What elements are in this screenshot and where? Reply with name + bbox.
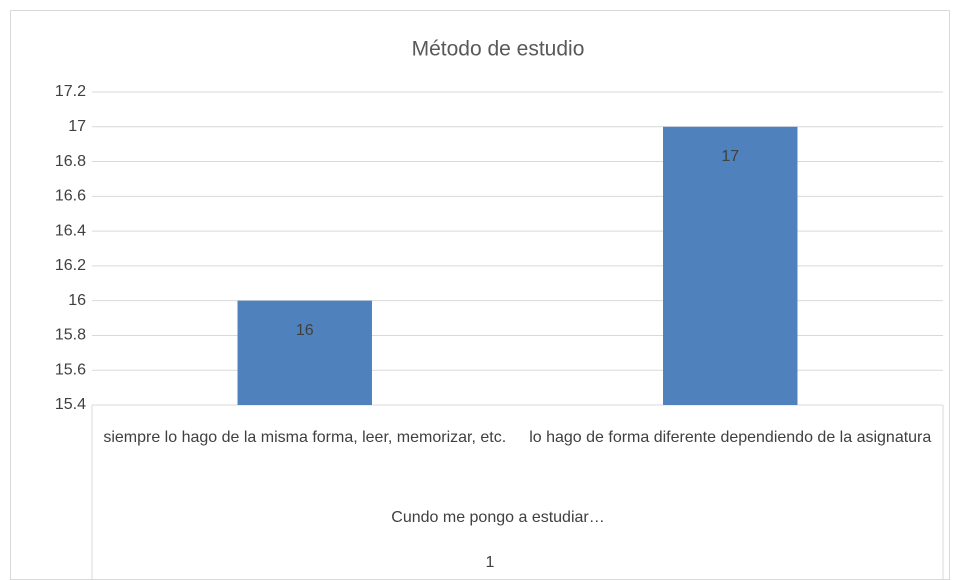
y-tick-label: 15.4 [55,396,86,413]
chart-title: Método de estudio [412,38,585,61]
category-group-label: Cundo me pongo a estudiar… [391,509,604,526]
bar [237,300,372,405]
bar [663,126,798,406]
y-tick-label: 17 [68,118,86,135]
chart-border [10,10,950,580]
y-tick-label: 15.6 [55,361,86,378]
y-tick-label: 16.8 [55,153,86,170]
y-tick-label: 17.2 [55,83,86,100]
data-label: 17 [721,148,739,165]
y-tick-label: 16.2 [55,257,86,274]
category-outer-label: 1 [486,554,495,571]
y-tick-label: 16.6 [55,188,86,205]
y-tick-label: 16.4 [55,222,86,239]
y-tick-label: 16 [68,292,86,309]
data-label: 16 [296,322,314,339]
x-tick-label: lo hago de forma diferente dependiendo d… [529,429,932,446]
x-tick-label: siempre lo hago de la misma forma, leer,… [103,429,507,446]
y-tick-label: 15.8 [55,327,86,344]
